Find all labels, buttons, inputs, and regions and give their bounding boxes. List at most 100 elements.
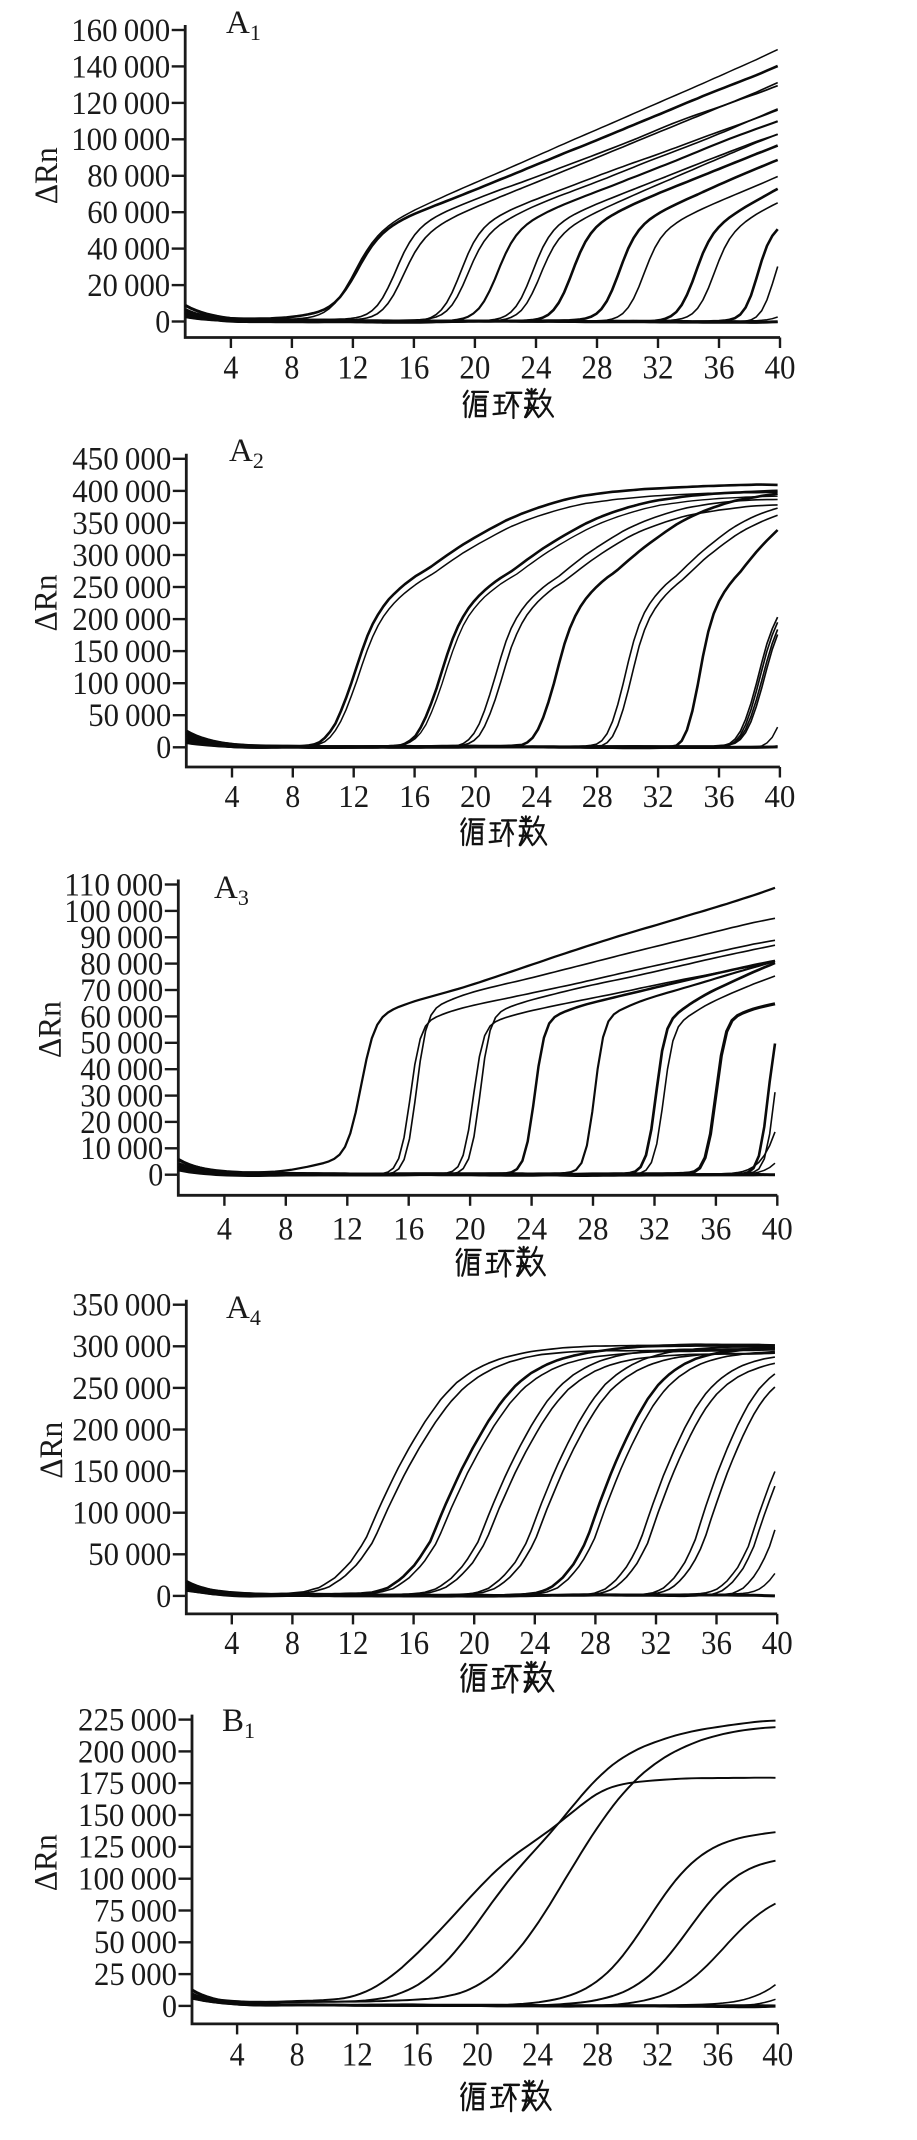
svg-text:ΔRn: ΔRn [29, 575, 65, 632]
svg-text:350 000: 350 000 [72, 506, 171, 542]
svg-text:0: 0 [155, 304, 170, 340]
svg-text:200 000: 200 000 [72, 602, 171, 638]
svg-text:28: 28 [582, 350, 613, 387]
svg-text:4: 4 [224, 1625, 239, 1662]
svg-text:20 000: 20 000 [80, 1105, 163, 1141]
svg-text:10 000: 10 000 [80, 1131, 163, 1167]
svg-text:50 000: 50 000 [94, 1925, 177, 1961]
svg-text:24: 24 [522, 2037, 553, 2074]
svg-text:125 000: 125 000 [78, 1830, 177, 1866]
svg-text:24: 24 [516, 1212, 547, 1248]
svg-text:90 000: 90 000 [80, 920, 163, 956]
svg-text:20: 20 [459, 1625, 490, 1662]
svg-text:350 000: 350 000 [72, 1288, 171, 1324]
svg-text:16: 16 [393, 1212, 424, 1248]
svg-text:32: 32 [643, 350, 674, 387]
svg-text:16: 16 [398, 1625, 429, 1662]
svg-text:40: 40 [762, 1625, 793, 1662]
svg-text:70 000: 70 000 [80, 973, 163, 1009]
svg-text:250 000: 250 000 [72, 570, 171, 606]
svg-text:80 000: 80 000 [87, 159, 170, 195]
svg-text:50 000: 50 000 [88, 1537, 171, 1573]
svg-text:160 000: 160 000 [71, 13, 170, 49]
svg-text:24: 24 [519, 1625, 550, 1662]
svg-text:ΔRn: ΔRn [32, 1001, 68, 1058]
svg-text:100 000: 100 000 [71, 122, 170, 158]
svg-text:36: 36 [702, 2037, 733, 2074]
svg-text:12: 12 [338, 1625, 369, 1662]
svg-text:4: 4 [223, 350, 238, 387]
svg-text:0: 0 [156, 730, 171, 766]
svg-text:100 000: 100 000 [78, 1862, 177, 1898]
svg-text:300 000: 300 000 [72, 538, 171, 574]
svg-text:100 000: 100 000 [64, 894, 163, 930]
svg-text:75 000: 75 000 [94, 1893, 177, 1929]
svg-text:4: 4 [217, 1212, 232, 1248]
svg-text:200 000: 200 000 [72, 1412, 171, 1448]
svg-text:28: 28 [580, 1625, 611, 1662]
svg-text:250 000: 250 000 [72, 1371, 171, 1407]
svg-text:150 000: 150 000 [78, 1798, 177, 1834]
svg-text:0: 0 [156, 1579, 171, 1615]
svg-text:24: 24 [521, 779, 552, 814]
svg-text:60 000: 60 000 [87, 195, 170, 231]
svg-text:300 000: 300 000 [72, 1329, 171, 1365]
svg-text:16: 16 [399, 779, 430, 814]
svg-text:32: 32 [642, 2037, 673, 2074]
svg-text:16: 16 [398, 350, 429, 387]
svg-text:100 000: 100 000 [72, 1496, 171, 1532]
svg-text:0: 0 [148, 1158, 163, 1194]
svg-text:32: 32 [639, 1212, 670, 1248]
svg-text:100 000: 100 000 [72, 666, 171, 702]
svg-text:0: 0 [162, 1989, 177, 2025]
svg-text:110 000: 110 000 [64, 867, 163, 903]
svg-text:140 000: 140 000 [71, 49, 170, 85]
svg-text:36: 36 [700, 1212, 731, 1248]
svg-text:450 000: 450 000 [72, 442, 171, 478]
svg-text:60 000: 60 000 [80, 999, 163, 1035]
svg-text:40: 40 [762, 1212, 793, 1248]
svg-text:150 000: 150 000 [72, 1454, 171, 1490]
svg-text:8: 8 [278, 1212, 293, 1248]
svg-text:150 000: 150 000 [72, 634, 171, 670]
svg-text:50 000: 50 000 [80, 1026, 163, 1062]
svg-text:20: 20 [455, 1212, 486, 1248]
svg-text:4: 4 [225, 779, 240, 814]
svg-text:175 000: 175 000 [78, 1766, 177, 1802]
svg-text:20: 20 [462, 2037, 493, 2074]
svg-text:28: 28 [578, 1212, 609, 1248]
svg-text:36: 36 [701, 1625, 732, 1662]
svg-text:40 000: 40 000 [87, 232, 170, 268]
svg-text:25 000: 25 000 [94, 1957, 177, 1993]
svg-text:ΔRn: ΔRn [29, 147, 65, 204]
svg-text:50 000: 50 000 [88, 698, 171, 734]
svg-text:40: 40 [764, 779, 795, 814]
svg-text:28: 28 [582, 2037, 613, 2074]
svg-text:8: 8 [285, 1625, 300, 1662]
svg-text:ΔRn: ΔRn [34, 1422, 70, 1479]
svg-text:12: 12 [342, 2037, 373, 2074]
svg-text:28: 28 [582, 779, 613, 814]
svg-text:36: 36 [704, 350, 735, 387]
svg-text:12: 12 [338, 779, 369, 814]
svg-text:24: 24 [521, 350, 552, 387]
svg-text:120 000: 120 000 [71, 86, 170, 122]
svg-text:40: 40 [765, 350, 796, 387]
svg-text:16: 16 [402, 2037, 433, 2074]
svg-text:20: 20 [460, 779, 491, 814]
svg-text:4: 4 [230, 2037, 245, 2074]
svg-text:8: 8 [285, 779, 300, 814]
svg-text:30 000: 30 000 [80, 1079, 163, 1115]
svg-text:ΔRn: ΔRn [29, 1834, 65, 1891]
svg-text:80 000: 80 000 [80, 947, 163, 983]
svg-text:36: 36 [704, 779, 735, 814]
svg-text:8: 8 [290, 2037, 305, 2074]
svg-text:32: 32 [641, 1625, 672, 1662]
svg-text:225 000: 225 000 [78, 1703, 177, 1739]
svg-text:20 000: 20 000 [87, 268, 170, 304]
svg-text:200 000: 200 000 [78, 1734, 177, 1770]
svg-text:8: 8 [284, 350, 299, 387]
svg-text:32: 32 [643, 779, 674, 814]
svg-text:12: 12 [337, 350, 368, 387]
svg-text:20: 20 [459, 350, 490, 387]
